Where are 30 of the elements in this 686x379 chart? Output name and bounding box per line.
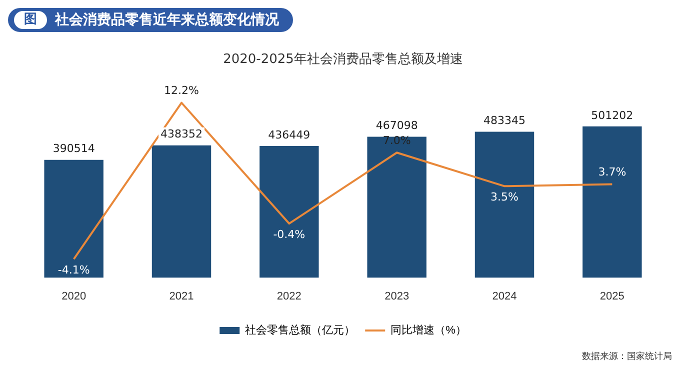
x-tick-label: 2023 (384, 290, 410, 302)
source-note: 数据来源：国家统计局 (582, 350, 672, 363)
data-label: 467098 (376, 119, 418, 132)
legend-label: 同比增速（%） (390, 324, 466, 337)
data-label: 483345 (484, 114, 526, 128)
data-label: 436449 (268, 128, 310, 142)
data-label: 3.5% (490, 190, 518, 204)
data-label: 7.0% (382, 134, 411, 147)
bar (474, 132, 534, 278)
data-label: 438352 (160, 128, 202, 141)
bar (152, 145, 212, 278)
data-label: 501202 (591, 108, 634, 122)
bar (582, 126, 642, 278)
bar (44, 160, 104, 278)
text: 图 (14, 11, 47, 29)
data-label: 12.2% (164, 84, 199, 98)
x-tick-label: 2024 (492, 290, 517, 302)
data-label: 390514 (52, 142, 95, 156)
x-tick-label: 2021 (169, 290, 194, 302)
legend-label: 社会零售总额（亿元） (245, 324, 356, 337)
data-label: 3.7% (598, 166, 626, 179)
x-tick-label: 2025 (600, 290, 624, 302)
x-tick-label: 2020 (62, 290, 86, 302)
data-label: -0.4% (273, 228, 306, 241)
data-label: -4.1% (58, 263, 90, 276)
bar (260, 146, 319, 278)
chart-subtitle: 2020-2025年社会消费品零售总额及增速 (222, 51, 464, 68)
bar (367, 136, 426, 278)
chart-title: 社会消费品零售近年来总额变化情况 (55, 11, 279, 29)
x-tick-label: 2022 (276, 290, 302, 302)
